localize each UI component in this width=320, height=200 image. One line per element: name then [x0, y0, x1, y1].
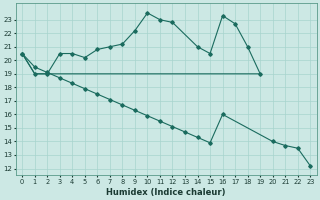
X-axis label: Humidex (Indice chaleur): Humidex (Indice chaleur) — [107, 188, 226, 197]
